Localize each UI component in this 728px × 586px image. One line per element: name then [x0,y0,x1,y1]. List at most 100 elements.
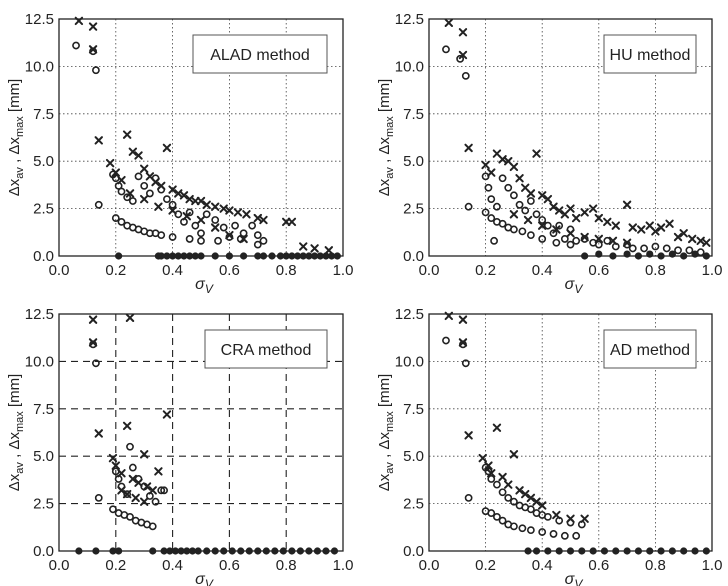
y-tick-label: 2.5 [403,201,424,218]
data-point-circle [515,200,524,209]
legend-box: HU method [603,34,697,74]
data-point-circle [493,480,501,489]
data-point-cross [588,204,598,213]
x-tick-label: 0.2 [105,557,126,574]
data-point-cross [259,215,268,225]
y-tick-label: 7.5 [33,106,54,123]
data-point-circle [180,217,188,226]
data-point-cross [665,219,674,228]
x-tick-label: 0.8 [276,557,297,574]
y-tick-label: 0.0 [403,248,424,265]
data-point-circle [259,236,268,245]
y-tick-label: 12.5 [395,11,424,28]
data-point-cross [702,238,711,247]
data-point-circle [134,475,143,483]
x-tick-label: 0.8 [645,262,666,279]
data-point-circle [185,235,194,243]
x-axis-label: σV [195,571,214,586]
data-point-cross [94,429,103,438]
data-point-cross [611,221,620,230]
data-point-circle [510,497,518,506]
data-point-cross [134,151,143,160]
data-point-circle [253,231,262,240]
data-point-cross [571,213,581,223]
data-point-cross [211,223,220,232]
data-point-circle [510,225,518,234]
y-tick-label: 10.0 [395,353,424,370]
data-point-circle [521,206,530,215]
data-point-cross [509,210,519,219]
data-point-circle [490,236,498,245]
data-point-cross [492,423,502,432]
panel-hu: 0.0 0.2 0.4 0.6 0.8 1.0 0.0 2.5 5.0 7.5 10.0 12.5 σV… [376,11,722,296]
data-point-circle [211,216,220,224]
data-point-circle [464,202,473,211]
data-point-circle [526,197,535,205]
data-point-cross [140,164,149,173]
data-point-circle [464,494,473,502]
plot-frame [428,313,713,552]
data-point-circle [555,221,564,230]
data-point-cross [594,213,603,223]
data-point-circle [92,66,100,75]
x-tick-label: 0.4 [532,262,553,279]
y-tick-label: 5.0 [403,448,424,465]
x-axis-label: σV [195,276,214,296]
data-point-circle [487,214,496,222]
data-point-cross [287,217,297,227]
data-point-circle [628,244,637,253]
x-tick-label: 1.0 [333,557,354,574]
data-point-cross [464,143,473,153]
data-point-circle [484,467,493,476]
legend-box: AD method [603,329,697,369]
data-point-circle [197,236,205,245]
data-point-cross [498,472,507,482]
y-tick-label: 5.0 [33,153,54,170]
y-tick-label: 7.5 [403,401,424,418]
data-point-cross [168,185,177,194]
data-point-cross [464,431,473,440]
data-point-circle [123,490,132,499]
data-point-circle [145,189,154,198]
x-tick-label: 0.2 [475,262,496,279]
data-point-circle [577,520,586,529]
data-point-cross [509,162,519,172]
x-tick-label: 0.4 [162,262,183,279]
data-point-cross [225,230,234,240]
data-point-circle [459,340,467,349]
y-tick-label: 2.5 [403,496,424,513]
data-point-circle [140,181,149,190]
data-point-circle [603,236,612,245]
x-axis-label: σV [565,276,584,296]
data-point-circle [442,336,450,345]
data-point-circle [566,518,575,527]
data-point-circle [461,71,470,80]
data-point-cross [580,208,589,217]
data-point-cross [458,315,468,324]
x-tick-label: 0.0 [419,557,440,574]
panel-title: HU method [610,47,691,64]
data-point-cross [552,225,561,234]
data-point-cross [211,202,220,211]
data-point-cross [324,246,333,255]
data-point-cross [532,497,541,506]
data-point-circle [111,174,120,183]
y-tick-label: 12.5 [25,11,54,28]
data-point-circle [219,223,228,232]
data-point-circle [572,236,581,245]
data-point-cross [94,136,103,145]
y-tick-label: 12.5 [25,306,54,323]
data-point-circle [555,516,564,525]
data-point-circle [94,494,103,502]
data-point-cross [538,191,547,200]
x-tick-label: 0.6 [219,262,240,279]
data-point-circle [117,482,126,491]
data-point-circle [157,185,166,194]
data-point-circle [191,221,200,230]
x-tick-label: 0.2 [105,262,126,279]
data-point-circle [526,231,535,240]
data-point-cross [509,450,519,459]
data-point-circle [134,172,143,181]
data-point-cross [673,232,683,242]
data-point-circle [72,41,80,50]
